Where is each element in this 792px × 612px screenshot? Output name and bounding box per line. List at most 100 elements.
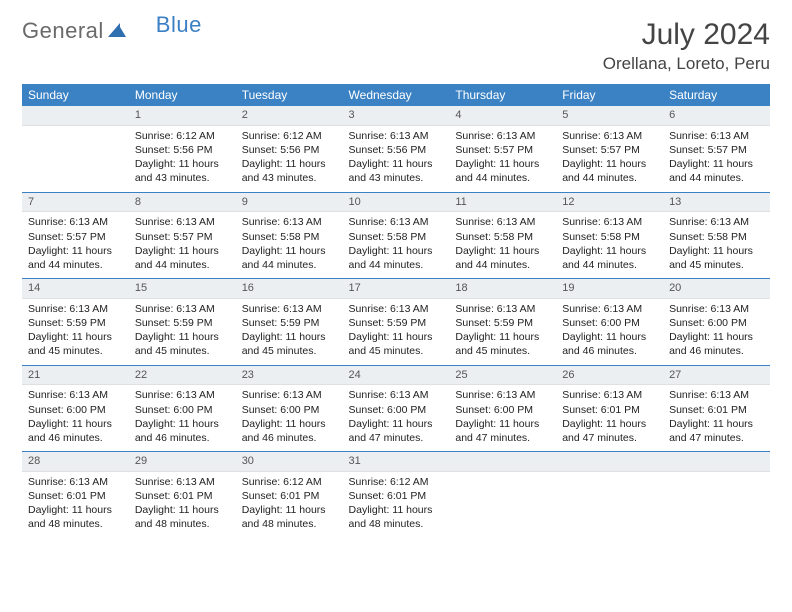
calendar-day-cell: 11Sunrise: 6:13 AMSunset: 5:58 PMDayligh… [449, 193, 556, 279]
weekday-header: Thursday [449, 84, 556, 106]
daylight-line: Daylight: 11 hours and 45 minutes. [455, 330, 550, 358]
sunrise-line: Sunrise: 6:13 AM [669, 129, 764, 143]
day-number: 18 [449, 279, 556, 299]
day-number: 26 [556, 366, 663, 386]
day-number-empty [663, 452, 770, 472]
day-number: 28 [22, 452, 129, 472]
day-details: Sunrise: 6:13 AMSunset: 5:59 PMDaylight:… [343, 299, 450, 363]
sunrise-line: Sunrise: 6:13 AM [562, 302, 657, 316]
day-details: Sunrise: 6:13 AMSunset: 5:58 PMDaylight:… [449, 212, 556, 276]
sunrise-line: Sunrise: 6:13 AM [669, 388, 764, 402]
calendar-day-cell: 3Sunrise: 6:13 AMSunset: 5:56 PMDaylight… [343, 106, 450, 192]
logo-text-general: General [22, 18, 104, 44]
day-number: 6 [663, 106, 770, 126]
calendar-body: 1Sunrise: 6:12 AMSunset: 5:56 PMDaylight… [22, 106, 770, 538]
day-details: Sunrise: 6:13 AMSunset: 5:59 PMDaylight:… [22, 299, 129, 363]
daylight-line: Daylight: 11 hours and 46 minutes. [135, 417, 230, 445]
day-details: Sunrise: 6:13 AMSunset: 6:00 PMDaylight:… [236, 385, 343, 449]
sunset-line: Sunset: 6:01 PM [135, 489, 230, 503]
day-details: Sunrise: 6:13 AMSunset: 6:01 PMDaylight:… [556, 385, 663, 449]
day-details: Sunrise: 6:13 AMSunset: 6:00 PMDaylight:… [22, 385, 129, 449]
day-number: 25 [449, 366, 556, 386]
sunset-line: Sunset: 5:58 PM [669, 230, 764, 244]
sunset-line: Sunset: 5:56 PM [242, 143, 337, 157]
calendar-week-row: 28Sunrise: 6:13 AMSunset: 6:01 PMDayligh… [22, 452, 770, 538]
daylight-line: Daylight: 11 hours and 46 minutes. [669, 330, 764, 358]
calendar-day-cell: 7Sunrise: 6:13 AMSunset: 5:57 PMDaylight… [22, 193, 129, 279]
calendar-day-cell: 4Sunrise: 6:13 AMSunset: 5:57 PMDaylight… [449, 106, 556, 192]
sunset-line: Sunset: 5:56 PM [349, 143, 444, 157]
calendar-day-cell: 2Sunrise: 6:12 AMSunset: 5:56 PMDaylight… [236, 106, 343, 192]
calendar-day-cell: 28Sunrise: 6:13 AMSunset: 6:01 PMDayligh… [22, 452, 129, 538]
sunset-line: Sunset: 5:59 PM [455, 316, 550, 330]
sunset-line: Sunset: 6:00 PM [242, 403, 337, 417]
calendar-day-cell: 14Sunrise: 6:13 AMSunset: 5:59 PMDayligh… [22, 279, 129, 365]
calendar-day-cell: 10Sunrise: 6:13 AMSunset: 5:58 PMDayligh… [343, 193, 450, 279]
day-number: 7 [22, 193, 129, 213]
weekday-header: Monday [129, 84, 236, 106]
sunset-line: Sunset: 6:00 PM [455, 403, 550, 417]
daylight-line: Daylight: 11 hours and 48 minutes. [135, 503, 230, 531]
sunrise-line: Sunrise: 6:13 AM [455, 388, 550, 402]
day-details: Sunrise: 6:13 AMSunset: 5:57 PMDaylight:… [129, 212, 236, 276]
day-details: Sunrise: 6:13 AMSunset: 6:00 PMDaylight:… [129, 385, 236, 449]
sunset-line: Sunset: 5:57 PM [135, 230, 230, 244]
calendar-day-cell: 6Sunrise: 6:13 AMSunset: 5:57 PMDaylight… [663, 106, 770, 192]
day-number: 8 [129, 193, 236, 213]
daylight-line: Daylight: 11 hours and 44 minutes. [242, 244, 337, 272]
sunrise-line: Sunrise: 6:13 AM [455, 215, 550, 229]
daylight-line: Daylight: 11 hours and 44 minutes. [562, 157, 657, 185]
sunrise-line: Sunrise: 6:13 AM [669, 215, 764, 229]
weekday-header: Friday [556, 84, 663, 106]
daylight-line: Daylight: 11 hours and 45 minutes. [135, 330, 230, 358]
calendar-day-cell: 29Sunrise: 6:13 AMSunset: 6:01 PMDayligh… [129, 452, 236, 538]
day-details: Sunrise: 6:12 AMSunset: 5:56 PMDaylight:… [236, 126, 343, 190]
logo: General Blue [22, 18, 202, 44]
day-number: 30 [236, 452, 343, 472]
calendar-day-cell [449, 452, 556, 538]
day-number: 15 [129, 279, 236, 299]
sunset-line: Sunset: 6:01 PM [669, 403, 764, 417]
daylight-line: Daylight: 11 hours and 48 minutes. [349, 503, 444, 531]
calendar-day-cell [663, 452, 770, 538]
daylight-line: Daylight: 11 hours and 44 minutes. [455, 157, 550, 185]
sunrise-line: Sunrise: 6:13 AM [349, 129, 444, 143]
day-number: 14 [22, 279, 129, 299]
day-number: 20 [663, 279, 770, 299]
calendar-day-cell: 19Sunrise: 6:13 AMSunset: 6:00 PMDayligh… [556, 279, 663, 365]
sunset-line: Sunset: 5:57 PM [669, 143, 764, 157]
sunset-line: Sunset: 5:58 PM [562, 230, 657, 244]
day-details: Sunrise: 6:13 AMSunset: 6:00 PMDaylight:… [449, 385, 556, 449]
sunrise-line: Sunrise: 6:13 AM [562, 129, 657, 143]
day-number: 24 [343, 366, 450, 386]
sunset-line: Sunset: 6:00 PM [562, 316, 657, 330]
day-number: 4 [449, 106, 556, 126]
sunrise-line: Sunrise: 6:13 AM [135, 302, 230, 316]
sunset-line: Sunset: 5:56 PM [135, 143, 230, 157]
day-details: Sunrise: 6:13 AMSunset: 6:01 PMDaylight:… [22, 472, 129, 536]
sunset-line: Sunset: 5:58 PM [455, 230, 550, 244]
calendar-day-cell: 25Sunrise: 6:13 AMSunset: 6:00 PMDayligh… [449, 366, 556, 452]
sunrise-line: Sunrise: 6:13 AM [28, 302, 123, 316]
day-details: Sunrise: 6:13 AMSunset: 5:56 PMDaylight:… [343, 126, 450, 190]
weekday-header: Wednesday [343, 84, 450, 106]
title-block: July 2024 Orellana, Loreto, Peru [603, 18, 770, 74]
day-number: 22 [129, 366, 236, 386]
sunrise-line: Sunrise: 6:13 AM [242, 302, 337, 316]
sunrise-line: Sunrise: 6:12 AM [349, 475, 444, 489]
calendar-day-cell: 30Sunrise: 6:12 AMSunset: 6:01 PMDayligh… [236, 452, 343, 538]
day-number-empty [22, 106, 129, 126]
day-details: Sunrise: 6:13 AMSunset: 5:57 PMDaylight:… [556, 126, 663, 190]
day-details: Sunrise: 6:12 AMSunset: 6:01 PMDaylight:… [343, 472, 450, 536]
sunrise-line: Sunrise: 6:13 AM [562, 388, 657, 402]
day-number: 3 [343, 106, 450, 126]
daylight-line: Daylight: 11 hours and 43 minutes. [135, 157, 230, 185]
sunrise-line: Sunrise: 6:13 AM [669, 302, 764, 316]
calendar-day-cell: 15Sunrise: 6:13 AMSunset: 5:59 PMDayligh… [129, 279, 236, 365]
calendar-day-cell: 13Sunrise: 6:13 AMSunset: 5:58 PMDayligh… [663, 193, 770, 279]
day-number: 11 [449, 193, 556, 213]
daylight-line: Daylight: 11 hours and 45 minutes. [669, 244, 764, 272]
weekday-header: Tuesday [236, 84, 343, 106]
sunset-line: Sunset: 5:59 PM [349, 316, 444, 330]
day-number: 5 [556, 106, 663, 126]
